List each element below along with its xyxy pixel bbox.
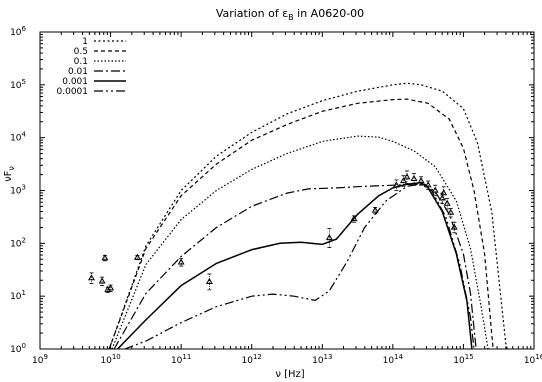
data-point	[205, 277, 213, 285]
legend-label: 1	[82, 37, 88, 47]
y-tick-label: 101	[10, 289, 26, 302]
curve-eps-0_1	[111, 135, 489, 350]
data-point	[403, 173, 411, 180]
legend-label: 0.0001	[57, 87, 89, 97]
data-point	[431, 186, 439, 193]
x-tick-label: 1016	[524, 353, 542, 366]
legend-label: 0.01	[68, 67, 88, 77]
data-point	[450, 223, 458, 230]
data-point	[133, 253, 141, 260]
curve-eps-0_001	[117, 181, 473, 350]
data-point	[399, 176, 407, 184]
data-point	[107, 284, 115, 291]
data-point	[417, 176, 425, 184]
legend-label: 0.1	[74, 57, 88, 67]
x-tick-label: 1012	[242, 353, 262, 366]
data-point	[350, 215, 358, 222]
y-tick-label: 100	[10, 342, 26, 355]
y-axis-label: νFν	[3, 166, 16, 182]
curve-eps-1	[108, 82, 508, 350]
y-tick-label: 104	[10, 131, 26, 144]
data-point	[101, 254, 109, 261]
x-tick-label: 1010	[100, 353, 120, 366]
x-tick-label: 1013	[312, 353, 332, 366]
data-point	[424, 181, 432, 188]
y-tick-label: 102	[10, 236, 26, 249]
data-point	[443, 199, 451, 206]
data-point	[177, 258, 185, 265]
data-point	[440, 189, 448, 196]
model-curves	[108, 82, 508, 350]
x-tick-label: 1015	[453, 353, 473, 366]
chart-title: Variation of εB in A0620-00	[216, 7, 364, 22]
x-axis-label: ν [Hz]	[275, 369, 304, 380]
y-axis: 100 101 102 103 104 105 106	[10, 25, 534, 355]
x-axis: 109 1010 1011 1012 1013 1014 1015 1016	[32, 32, 542, 366]
x-tick-label: 1014	[383, 353, 404, 366]
y-tick-label: 106	[10, 25, 26, 38]
data-point	[325, 234, 333, 241]
data-point	[104, 285, 112, 292]
data-point	[371, 206, 379, 213]
observed-points	[88, 170, 458, 293]
curve-eps-0_0001	[124, 183, 475, 350]
legend-label: 0.001	[62, 77, 88, 87]
data-point	[88, 274, 95, 281]
y-tick-label: 103	[10, 184, 26, 197]
x-tick-label: 109	[32, 353, 48, 366]
y-tick-label: 105	[10, 78, 26, 91]
curve-eps-0_5	[108, 98, 494, 350]
data-point	[98, 277, 106, 284]
plot-frame	[39, 31, 535, 350]
x-tick-label: 1011	[171, 353, 191, 366]
legend-label: 0.5	[74, 47, 88, 57]
data-point	[447, 208, 455, 215]
data-point	[410, 174, 418, 181]
curve-eps-0_01	[113, 183, 477, 350]
data-point	[392, 181, 400, 188]
